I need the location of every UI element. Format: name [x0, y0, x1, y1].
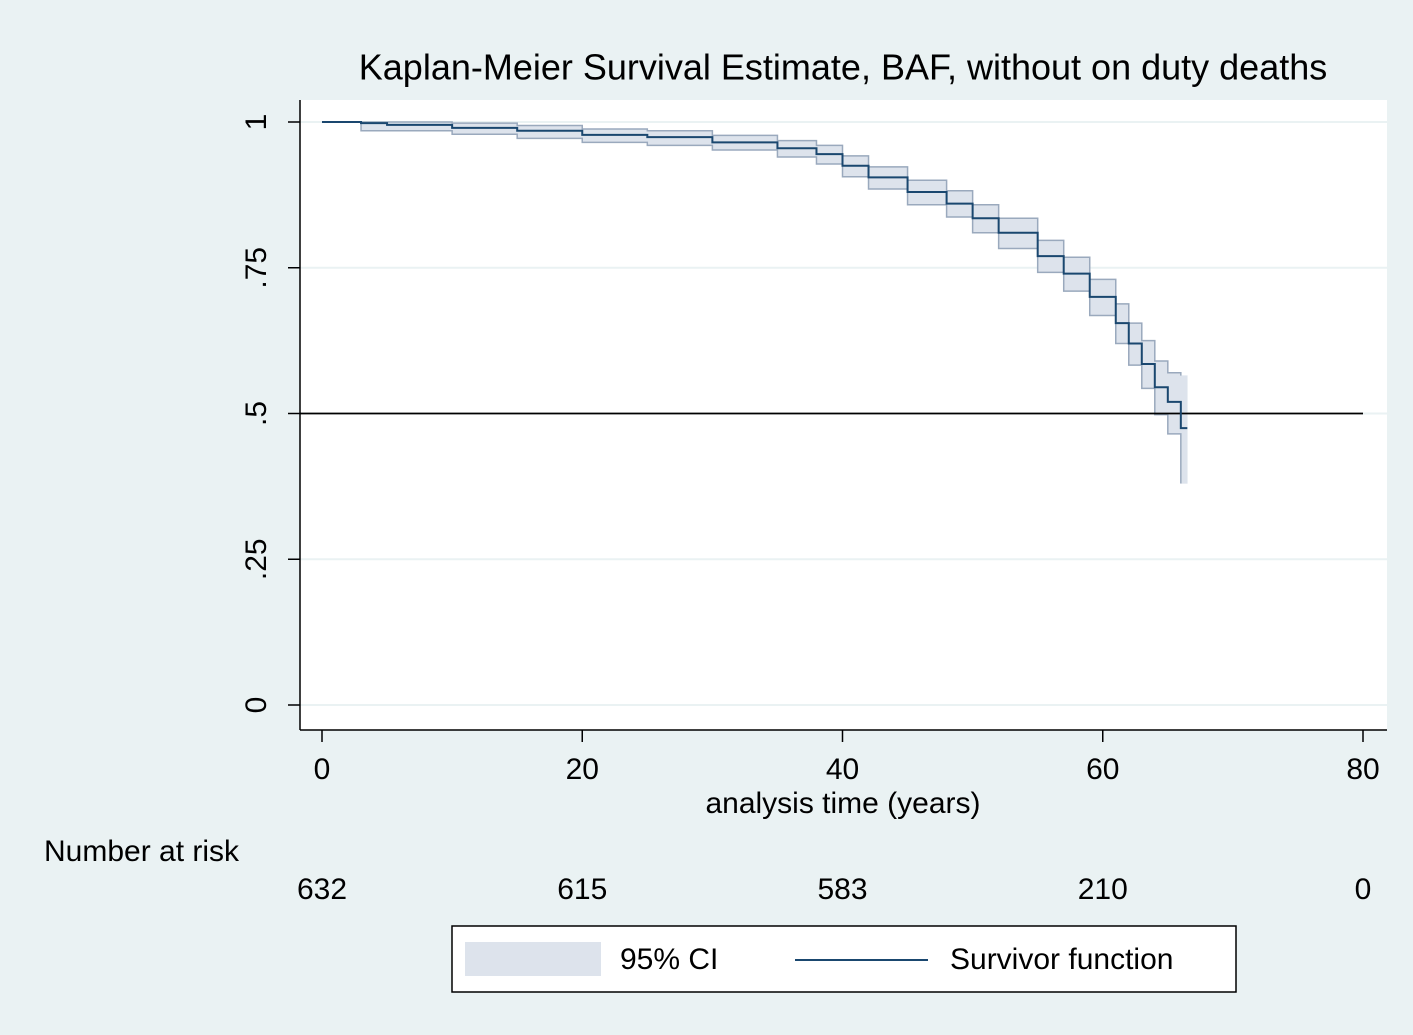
y-tick-label: 1	[240, 114, 273, 131]
legend-label: 95% CI	[620, 943, 718, 976]
x-tick-label: 20	[566, 753, 599, 786]
ci-edge	[322, 121, 1182, 376]
x-tick-label: 60	[1086, 753, 1119, 786]
x-tick-label: 40	[826, 753, 859, 786]
ci-band	[1180, 375, 1188, 484]
ci-band	[1167, 372, 1182, 435]
x-tick-label: 80	[1346, 753, 1379, 786]
risk-table-label: Number at risk	[44, 835, 240, 868]
y-tick-label: .5	[240, 401, 273, 426]
chart-title: Kaplan-Meier Survival Estimate, BAF, wit…	[359, 47, 1327, 88]
risk-number: 583	[817, 873, 867, 906]
survivor-line	[322, 121, 1188, 430]
y-tick-label: .75	[240, 247, 273, 289]
y-tick-label: .25	[240, 538, 273, 580]
ci-band	[386, 121, 453, 131]
y-tick-label: 0	[240, 697, 273, 714]
x-axis-title: analysis time (years)	[705, 787, 980, 820]
ci-edge	[322, 121, 1182, 484]
risk-number: 210	[1078, 873, 1128, 906]
risk-number: 0	[1355, 873, 1372, 906]
plot-area	[300, 100, 1387, 730]
risk-number: 632	[297, 873, 347, 906]
x-tick-label: 0	[314, 753, 331, 786]
ci-band	[516, 125, 583, 139]
legend-label: Survivor function	[950, 943, 1173, 976]
risk-number: 615	[557, 873, 607, 906]
legend-swatch	[465, 942, 601, 976]
